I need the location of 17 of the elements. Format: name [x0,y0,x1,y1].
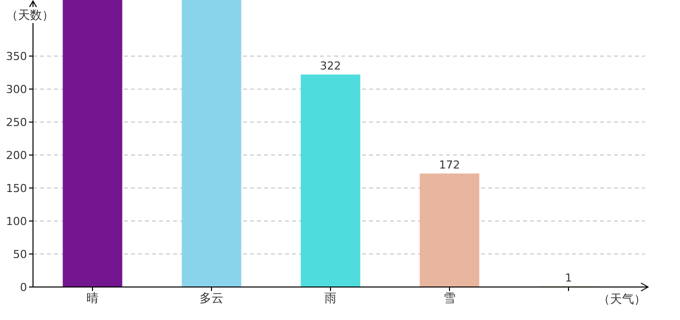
x-tick-label: 雪 [444,291,456,305]
y-axis-title: （天数） [6,8,54,22]
x-tick-label: 雨 [324,291,336,305]
y-tick-label: 300 [6,83,27,96]
y-tick-label: 350 [6,50,27,64]
y-tick-label: 200 [6,149,27,162]
x-tick-label: 多云 [200,291,224,305]
data-label: 1 [565,271,572,284]
data-label: 322 [320,60,341,73]
x-tick-label: 晴 [86,291,98,305]
y-tick-label: 100 [6,215,27,228]
x-axis-title: （天气） [598,292,646,306]
y-tick-label: 0 [20,281,27,294]
y-tick-label: 150 [6,182,27,196]
y-tick-label: 50 [13,248,27,262]
data-label: 172 [439,158,460,172]
y-tick-label: 250 [6,116,27,130]
